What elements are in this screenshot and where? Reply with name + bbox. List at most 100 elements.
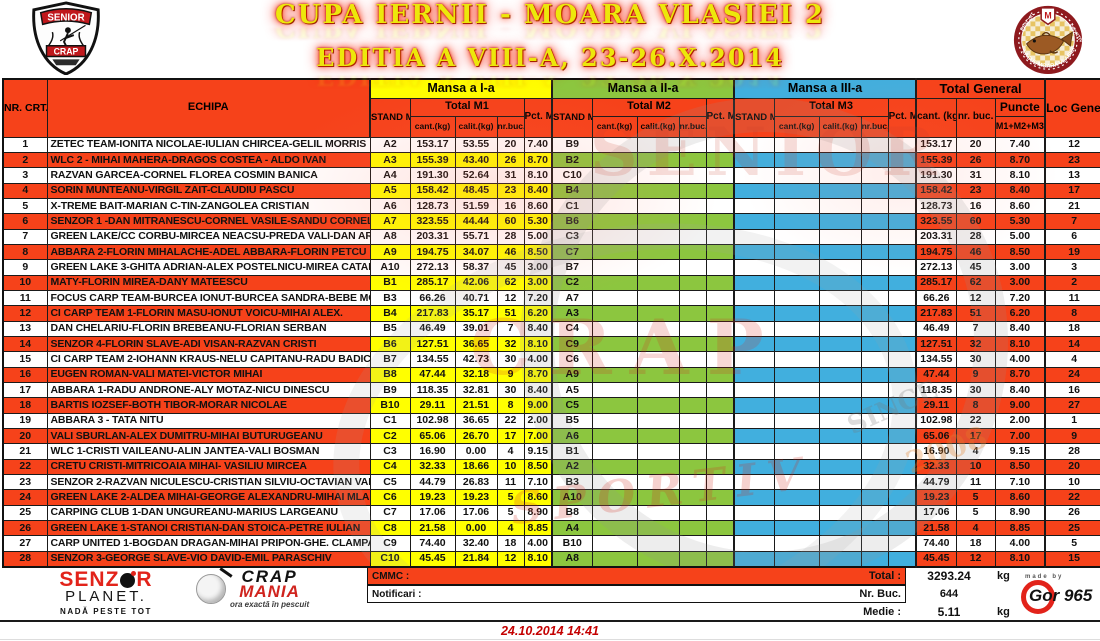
cell-stand-m2: A3 [551, 305, 593, 322]
cell-m3-cant [773, 504, 820, 522]
results-tbody: 1 ZETEC TEAM-IONITA NICOLAE-IULIAN CHIRCE… [2, 136, 1100, 568]
cell-m2-cant [591, 489, 638, 506]
table-row: 10 MATY-FLORIN MIREA-DANY MATEESCU B1 285.1… [2, 274, 1100, 291]
cell-m1-calit: 26.83 [454, 474, 498, 491]
cell-tg-cant: 46.49 [915, 320, 957, 337]
cell-m2-nrbuc [678, 228, 707, 245]
gor965-mark: Gor 965 [1021, 580, 1097, 614]
cell-m3-pct [887, 550, 917, 568]
col-header-pct-m2: Pct. M2 [705, 97, 735, 138]
cell-loc-general: 15 [1044, 550, 1100, 568]
cell-m2-calit [636, 213, 680, 230]
cell-stand-m3 [733, 335, 775, 353]
cell-m2-nrbuc [678, 289, 707, 307]
cell-stand-m1: A4 [369, 167, 411, 184]
cell-m1-nrbuc: 12 [496, 289, 525, 307]
medie-label: Medie : [863, 606, 901, 618]
cell-m1-calit: 17.06 [454, 504, 498, 522]
col-header-stand-m1: STAND M1 [369, 97, 411, 138]
col-header-m2-cant: cant.(kg) [591, 115, 638, 138]
cell-tg-puncte: 9.15 [994, 443, 1046, 460]
cell-m3-nrbuc [860, 458, 889, 476]
col-header-loc-general: Loc General [1044, 78, 1100, 138]
cell-stand-m3 [733, 136, 775, 153]
cell-stand-m2: A2 [551, 458, 593, 476]
medie-unit: kg [997, 606, 1010, 618]
col-header-mansa-3: Mansa a III-a [733, 78, 917, 99]
cell-m3-pct [887, 351, 917, 368]
cell-m3-nrbuc [860, 320, 889, 337]
cell-m2-pct [705, 474, 735, 491]
nrbuc-label: Nr. Buc. [859, 588, 901, 600]
cell-row-number: 24 [2, 489, 48, 506]
cell-m1-pct: 8.10 [523, 335, 553, 353]
cell-stand-m2: C9 [551, 335, 593, 353]
cell-m3-cant [773, 136, 820, 153]
cell-m3-nrbuc [860, 274, 889, 291]
cell-m1-nrbuc: 5 [496, 504, 525, 522]
table-row: 24 GREEN LAKE 2-ALDEA MIHAI-GEORGE ALEXAN… [2, 489, 1100, 506]
table-row: 22 CRETU CRISTI-MITRICOAIA MIHAI- VASILIU… [2, 458, 1100, 476]
cell-stand-m3 [733, 520, 775, 537]
cell-m1-calit: 32.40 [454, 535, 498, 552]
cell-m3-cant [773, 351, 820, 368]
cell-loc-general: 10 [1044, 474, 1100, 491]
cell-m3-nrbuc [860, 412, 889, 430]
cell-tg-puncte: 5.30 [994, 213, 1046, 230]
cell-m1-nrbuc: 18 [496, 535, 525, 552]
cell-m1-cant: 66.26 [409, 289, 456, 307]
cell-m3-nrbuc [860, 243, 889, 261]
cell-m1-calit: 42.73 [454, 351, 498, 368]
cell-m1-cant: 194.75 [409, 243, 456, 261]
cell-tg-puncte: 3.00 [994, 274, 1046, 291]
cell-stand-m3 [733, 213, 775, 230]
cell-stand-m2: B5 [551, 412, 593, 430]
cell-m3-calit [818, 489, 862, 506]
cell-m1-pct: 8.40 [523, 182, 553, 199]
cell-loc-general: 6 [1044, 228, 1100, 245]
cell-m3-pct [887, 366, 917, 384]
cell-m3-cant [773, 213, 820, 230]
cell-tg-nrbuc: 51 [955, 305, 996, 322]
cell-tg-nrbuc: 9 [955, 366, 996, 384]
cell-tg-nrbuc: 60 [955, 213, 996, 230]
cell-stand-m1: B10 [369, 397, 411, 414]
cell-tg-cant: 45.45 [915, 550, 957, 568]
cell-m3-pct [887, 397, 917, 414]
cell-m2-calit [636, 504, 680, 522]
cell-loc-general: 5 [1044, 535, 1100, 552]
cell-m2-nrbuc [678, 504, 707, 522]
col-header-tg-nrbuc: nr. buc. [955, 97, 996, 138]
cell-m1-nrbuc: 7 [496, 320, 525, 337]
title-line-2: EDITIA A VIII-A, 23-26.X.2014 [316, 43, 784, 72]
table-row: 23 SENZOR 2-RAZVAN NICULESCU-CRISTIAN SIL… [2, 474, 1100, 491]
cell-m2-pct [705, 520, 735, 537]
cell-m3-pct [887, 151, 917, 169]
cell-stand-m2: A6 [551, 428, 593, 445]
cell-m2-nrbuc [678, 397, 707, 414]
cell-m3-pct [887, 335, 917, 353]
cell-stand-m1: A9 [369, 243, 411, 261]
cell-m2-cant [591, 259, 638, 276]
cell-tg-puncte: 7.40 [994, 136, 1046, 153]
cell-m3-nrbuc [860, 489, 889, 506]
cell-row-number: 9 [2, 259, 48, 276]
cell-m1-cant: 128.73 [409, 197, 456, 215]
cell-m3-pct [887, 167, 917, 184]
cell-tg-cant: 32.33 [915, 458, 957, 476]
cell-m1-calit: 18.66 [454, 458, 498, 476]
cell-m1-pct: 5.00 [523, 228, 553, 245]
cell-team-name: ABBARA 3 - TATA NITU [46, 412, 371, 430]
cell-stand-m2: B8 [551, 504, 593, 522]
cell-m2-pct [705, 243, 735, 261]
cell-m2-pct [705, 550, 735, 568]
total-value: 3293.24 [927, 569, 971, 583]
cell-m3-nrbuc [860, 366, 889, 384]
cell-m1-calit: 21.51 [454, 397, 498, 414]
cell-row-number: 4 [2, 182, 48, 199]
cell-m1-cant: 74.40 [409, 535, 456, 552]
cell-stand-m1: B6 [369, 335, 411, 353]
cell-m3-pct [887, 381, 917, 399]
cell-m2-calit [636, 305, 680, 322]
cell-m2-calit [636, 474, 680, 491]
